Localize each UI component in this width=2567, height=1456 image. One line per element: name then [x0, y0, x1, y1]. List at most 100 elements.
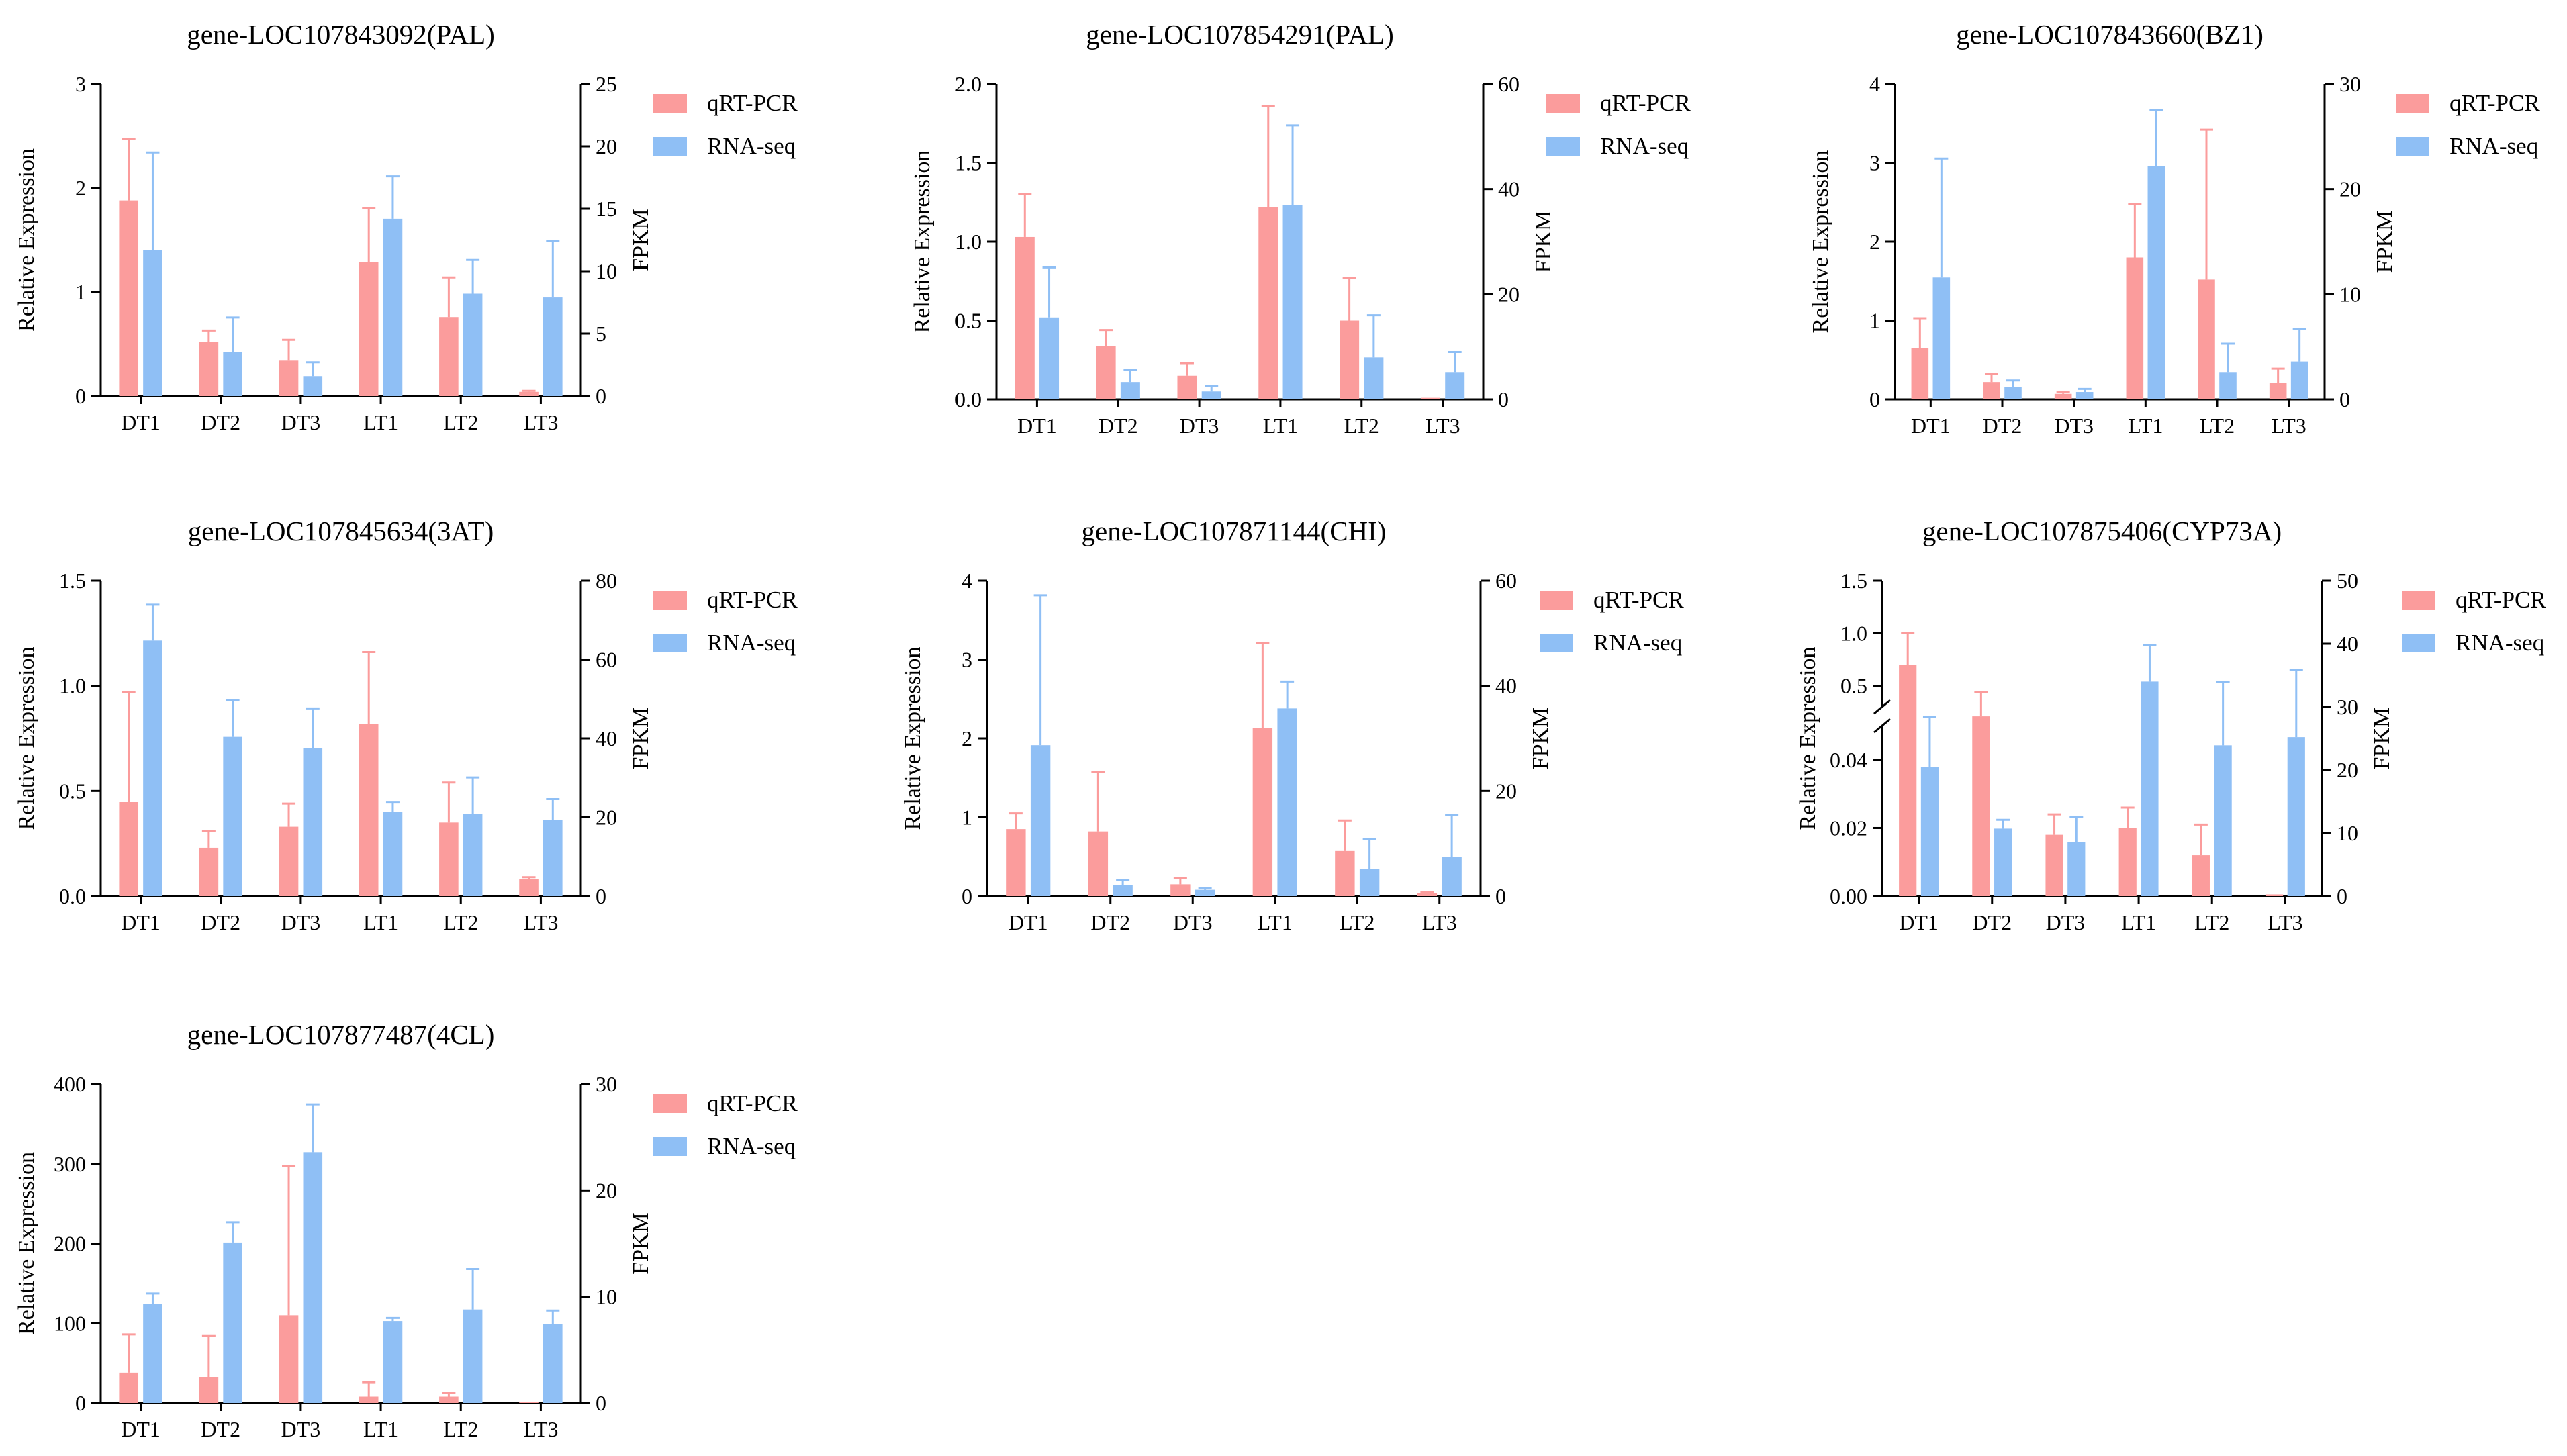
chart-panel-2: gene-LOC107854291(PAL) 0.0 0.5 1.0 1.5 2.0 0 20…	[910, 19, 1691, 438]
left-tick-label: 0.00	[1830, 884, 1867, 908]
left-tick-label: 100	[54, 1311, 86, 1335]
bar-rna-seq	[1282, 205, 1303, 399]
legend-swatch-qrt-pcr	[653, 591, 687, 610]
chart-panel-5: gene-LOC107871144(CHI)012340204060Relati…	[900, 516, 1684, 934]
bar-rna-seq	[1120, 382, 1140, 399]
x-tick-label: LT1	[1258, 910, 1293, 934]
legend-swatch-rna-seq	[2402, 634, 2435, 652]
left-tick-label: 4	[1869, 72, 1880, 96]
bar-rna-seq	[543, 820, 563, 896]
bar-rna-seq	[1920, 767, 1939, 896]
left-tick-label: 0.5	[1840, 674, 1867, 698]
bar-rna-seq	[463, 293, 483, 396]
bar-rna-seq	[383, 218, 403, 396]
left-tick-label: 0.0	[59, 884, 86, 908]
bar-qrt-pcr	[119, 1372, 139, 1403]
bar-qrt-pcr	[279, 360, 299, 396]
left-tick-label: 0.0	[955, 387, 982, 411]
legend-swatch-qrt-pcr	[2396, 94, 2429, 113]
bar-qrt-pcr	[1420, 397, 1440, 399]
legend-label: qRT-PCR	[707, 90, 798, 116]
x-tick-label: DT1	[121, 1417, 160, 1441]
x-tick-label: DT2	[201, 1417, 240, 1441]
bar-qrt-pcr	[359, 1396, 379, 1403]
legend-swatch-qrt-pcr	[1546, 94, 1580, 113]
bar-qrt-pcr	[2045, 834, 2063, 896]
x-tick-label: LT1	[363, 910, 398, 934]
bar-rna-seq	[303, 748, 323, 896]
x-tick-label: LT3	[1426, 414, 1460, 438]
x-tick-label: LT2	[1340, 910, 1374, 934]
left-tick-label: 300	[54, 1152, 86, 1176]
y-axis-title: Relative Expression	[14, 148, 39, 332]
axis-break-mark	[1873, 718, 1891, 734]
bar-rna-seq	[463, 1309, 483, 1403]
left-tick-label: 1	[962, 806, 972, 830]
bar-qrt-pcr	[1258, 207, 1278, 399]
bar-qrt-pcr	[1252, 728, 1273, 896]
right-tick-label: 40	[1495, 674, 1517, 698]
right-tick-label: 20	[596, 806, 617, 830]
bar-rna-seq	[2067, 842, 2086, 896]
legend-swatch-qrt-pcr	[2402, 591, 2435, 610]
y-axis-title: Relative Expression	[14, 647, 39, 830]
chart-title: gene-LOC107843092(PAL)	[187, 19, 495, 50]
bar-rna-seq	[543, 1324, 563, 1403]
chart-title: gene-LOC107843660(BZ1)	[1956, 19, 2263, 50]
x-tick-label: LT1	[2121, 910, 2156, 934]
right-tick-label: 10	[596, 259, 617, 283]
right-tick-label: 0	[2337, 884, 2347, 908]
y2-axis-title: FPKM	[2370, 708, 2394, 770]
x-tick-label: DT2	[201, 910, 240, 934]
bar-rna-seq	[223, 1242, 242, 1403]
legend-swatch-rna-seq	[653, 1137, 687, 1156]
bar-qrt-pcr	[359, 724, 379, 896]
x-tick-label: DT2	[1099, 414, 1138, 438]
bar-rna-seq	[2219, 372, 2237, 399]
left-tick-label: 4	[962, 569, 972, 593]
x-tick-label: LT2	[2194, 910, 2229, 934]
bar-qrt-pcr	[1088, 831, 1109, 896]
x-tick-label: DT1	[121, 910, 160, 934]
right-tick-label: 20	[596, 134, 617, 158]
x-tick-label: DT3	[281, 410, 321, 434]
bar-rna-seq	[1445, 372, 1465, 399]
x-tick-label: DT3	[1173, 910, 1213, 934]
bar-rna-seq	[543, 297, 563, 396]
x-tick-label: DT3	[281, 910, 321, 934]
chart-title: gene-LOC107875406(CYP73A)	[1922, 516, 2282, 546]
bar-qrt-pcr	[1417, 893, 1438, 896]
right-tick-label: 30	[2337, 695, 2358, 719]
x-tick-label: DT3	[1180, 414, 1219, 438]
chart-panel-4: gene-LOC107845634(3AT) 0.0 0.5 1.0 1.5 0 20 40 6…	[14, 516, 798, 934]
right-tick-label: 30	[2339, 72, 2361, 96]
x-tick-label: DT2	[1090, 910, 1130, 934]
bar-rna-seq	[2287, 737, 2305, 896]
x-tick-label: DT1	[1911, 414, 1951, 438]
legend-swatch-qrt-pcr	[653, 1094, 687, 1113]
bar-qrt-pcr	[359, 262, 379, 396]
bar-qrt-pcr	[279, 1315, 299, 1403]
bar-qrt-pcr	[519, 879, 539, 896]
x-tick-label: DT1	[1899, 910, 1939, 934]
y2-axis-title: FPKM	[628, 708, 653, 770]
bar-qrt-pcr	[2198, 279, 2215, 399]
left-tick-label: 1.5	[1840, 569, 1867, 593]
legend-label: qRT-PCR	[2449, 90, 2540, 116]
left-tick-label: 1.0	[59, 674, 86, 698]
left-tick-label: 0	[75, 1391, 86, 1415]
bar-rna-seq	[143, 250, 162, 396]
y-axis-title: Relative Expression	[910, 150, 935, 334]
bar-rna-seq	[1201, 391, 1221, 399]
bar-qrt-pcr	[2126, 257, 2144, 399]
bar-rna-seq	[1932, 277, 1951, 399]
legend-swatch-rna-seq	[2396, 137, 2429, 156]
left-tick-label: 2.0	[955, 72, 982, 96]
chart-panel-6: gene-LOC107875406(CYP73A) 0.00 0.02 0.04 0.5…	[1795, 516, 2546, 934]
left-tick-label: 0	[962, 884, 972, 908]
bar-qrt-pcr	[1899, 665, 1917, 896]
right-tick-label: 10	[596, 1285, 617, 1309]
bar-rna-seq	[1277, 708, 1297, 896]
left-tick-label: 0.04	[1830, 748, 1867, 772]
